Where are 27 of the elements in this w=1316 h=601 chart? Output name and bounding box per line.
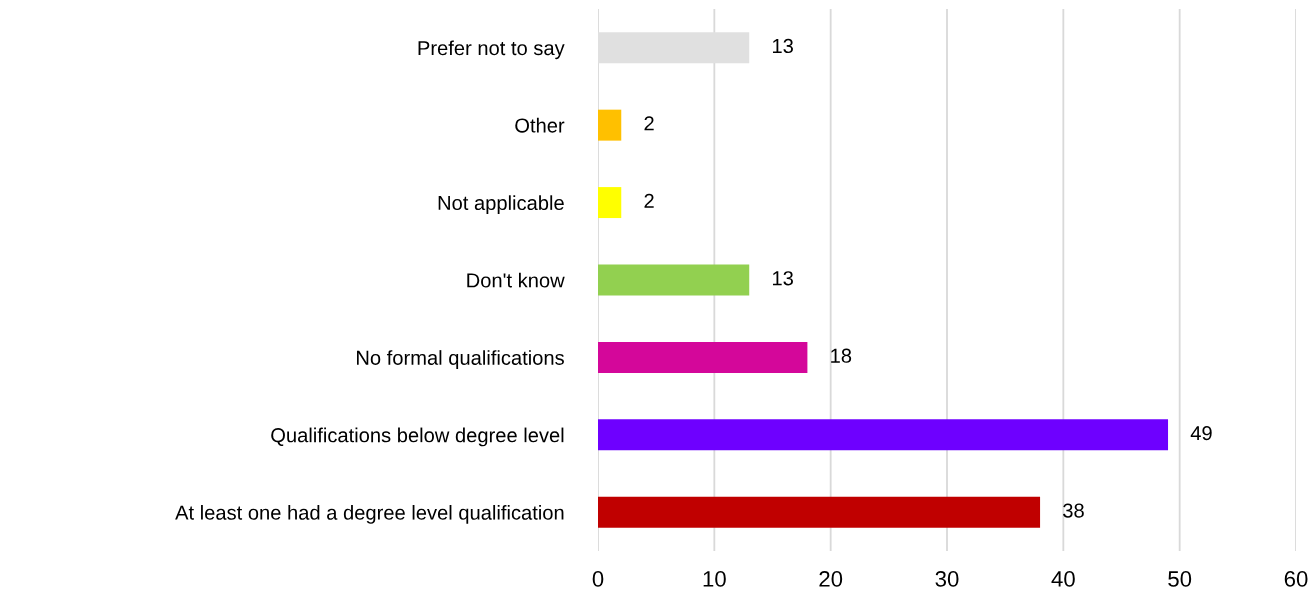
y-tick-label: Not applicable: [438, 195, 564, 215]
data-label: 13: [772, 271, 793, 286]
bar: [598, 496, 1041, 528]
data-label: 2: [644, 116, 654, 131]
data-label: 49: [1190, 426, 1212, 441]
bar: [598, 264, 750, 296]
y-tick-label: No formal qualifications: [357, 350, 564, 369]
y-tick-label: Don't know: [467, 272, 565, 288]
x-tick-label: 40: [1051, 571, 1075, 587]
data-label: 18: [831, 348, 852, 363]
y-tick-label: Qualifications below degree level: [271, 427, 564, 447]
data-label: 2: [644, 193, 654, 208]
bar: [598, 187, 622, 219]
y-tick-label: Prefer not to say: [418, 40, 565, 60]
x-tick-label: 30: [935, 571, 959, 587]
x-tick-label: 20: [819, 571, 843, 587]
data-label: 13: [772, 38, 793, 54]
x-tick-label: 50: [1168, 571, 1192, 587]
x-tick-label: 60: [1284, 571, 1308, 587]
x-tick-label: 10: [703, 571, 726, 587]
bar: [598, 109, 622, 141]
bar: [598, 341, 808, 373]
y-tick-label: At least one had a degree level qualification: [175, 504, 564, 524]
x-tick-label: 0: [592, 571, 604, 587]
data-label: 38: [1063, 503, 1084, 518]
y-tick-label: Other: [515, 117, 565, 133]
bar: [598, 419, 1169, 451]
